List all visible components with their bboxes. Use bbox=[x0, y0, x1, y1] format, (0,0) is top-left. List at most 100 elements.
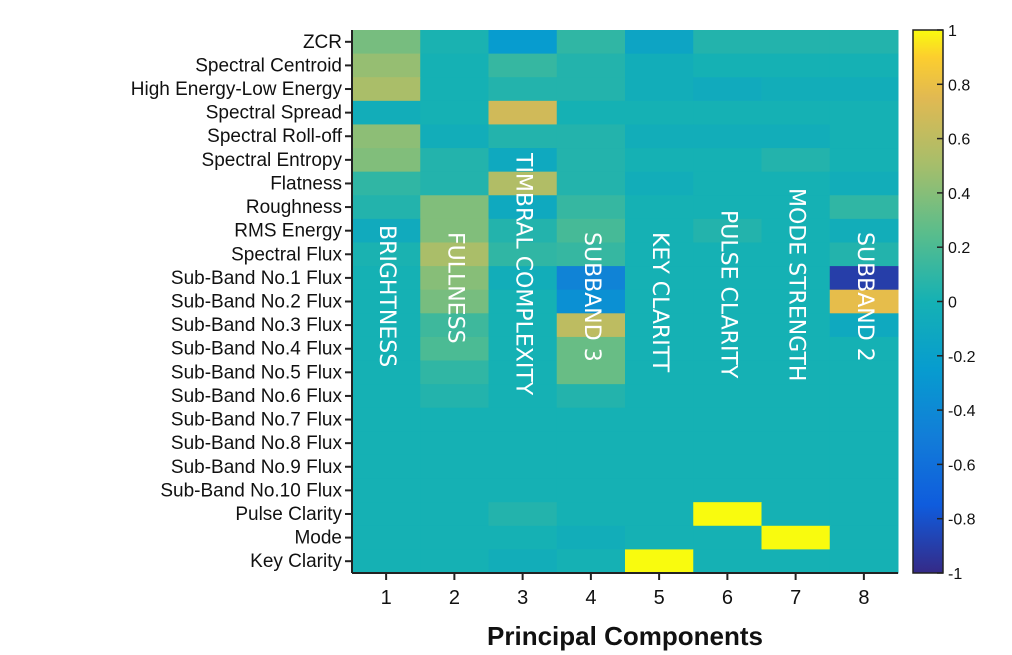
x-tick-label: 7 bbox=[790, 587, 801, 609]
heatmap-cell bbox=[352, 124, 421, 149]
row-label: Spectral Flux bbox=[231, 244, 342, 265]
heatmap-cell bbox=[488, 313, 558, 338]
heatmap-cell bbox=[352, 525, 421, 550]
colorbar-tick-label: 0.4 bbox=[948, 186, 970, 203]
heatmap-cell bbox=[693, 53, 762, 78]
row-label: Spectral Roll-off bbox=[207, 126, 343, 147]
heatmap-cell bbox=[693, 77, 762, 102]
heatmap-cell bbox=[761, 124, 831, 149]
heatmap-cell bbox=[829, 454, 899, 480]
row-label: ZCR bbox=[303, 32, 342, 53]
colorbar-tick-label: 1 bbox=[948, 23, 957, 40]
heatmap-cell bbox=[829, 502, 899, 527]
row-label: Sub-Band No.1 Flux bbox=[171, 268, 343, 289]
row-label: Sub-Band No.9 Flux bbox=[171, 457, 343, 478]
heatmap-cell bbox=[693, 171, 762, 196]
heatmap-cell bbox=[352, 171, 421, 196]
heatmap-cell bbox=[352, 384, 421, 409]
heatmap-cell bbox=[693, 502, 762, 527]
heatmap-cell bbox=[488, 336, 558, 362]
heatmap-cell bbox=[625, 218, 694, 243]
heatmap-cell bbox=[761, 266, 831, 291]
heatmap-cell bbox=[625, 454, 694, 480]
heatmap-cell bbox=[829, 360, 899, 385]
colorbar-tick-label: -0.6 bbox=[948, 457, 976, 474]
x-tick-label: 4 bbox=[585, 587, 596, 609]
row-label: Sub-Band No.6 Flux bbox=[171, 386, 343, 407]
heatmap-cell bbox=[488, 53, 558, 78]
colorbar-tick-label: 0.2 bbox=[948, 240, 970, 257]
heatmap-cell bbox=[625, 77, 694, 102]
heatmap-cell bbox=[488, 502, 558, 527]
heatmap-cell bbox=[556, 148, 626, 173]
heatmap-cell bbox=[488, 431, 558, 456]
heatmap-cell bbox=[352, 289, 421, 314]
row-label: Spectral Entropy bbox=[202, 150, 343, 171]
heatmap-cell bbox=[488, 195, 558, 220]
heatmap-cell bbox=[829, 525, 899, 550]
heatmap-cell bbox=[556, 30, 626, 55]
heatmap-cell bbox=[693, 313, 762, 338]
colorbar: 1 0.8 0.6 0.4 0.2 0 -0.2 -0.4 -0.6 -0.8 -1 bbox=[912, 23, 976, 583]
heatmap-cell bbox=[829, 549, 899, 574]
row-label: Sub-Band No.10 Flux bbox=[160, 480, 342, 501]
heatmap-cell bbox=[420, 100, 489, 125]
annotation-label: SUBBAND 2 bbox=[852, 232, 877, 362]
heatmap-cell bbox=[761, 171, 831, 196]
heatmap-cell bbox=[625, 266, 694, 291]
heatmap-cell bbox=[420, 289, 489, 314]
x-tick-label: 6 bbox=[722, 587, 733, 609]
row-label: High Energy-Low Energy bbox=[131, 79, 343, 100]
heatmap-cell bbox=[420, 30, 489, 55]
heatmap-cell bbox=[488, 289, 558, 314]
row-label: Sub-Band No.7 Flux bbox=[171, 410, 343, 431]
heatmap-cell bbox=[352, 549, 421, 574]
heatmap-cell bbox=[761, 384, 831, 409]
heatmap-cell bbox=[352, 53, 421, 78]
colorbar-tick-label: 0 bbox=[948, 295, 957, 312]
heatmap-cell bbox=[420, 384, 489, 409]
heatmap-cell bbox=[625, 384, 694, 409]
heatmap-cell bbox=[352, 30, 421, 55]
heatmap-cell bbox=[625, 53, 694, 78]
x-tick-label: 5 bbox=[654, 587, 665, 609]
heatmap-cell bbox=[556, 77, 626, 102]
heatmap-cell bbox=[761, 77, 831, 102]
heatmap-cell bbox=[420, 171, 489, 196]
heatmap-cell bbox=[829, 384, 899, 409]
heatmap-cell bbox=[352, 313, 421, 338]
heatmap-cell bbox=[693, 384, 762, 409]
heatmap-cell bbox=[693, 148, 762, 173]
component-annotations: BRIGHTNESS FULLNESS TIMBRAL COMPLEXITY SUBB… bbox=[374, 152, 877, 396]
row-label: Key Clarity bbox=[250, 551, 342, 572]
row-label: Flatness bbox=[270, 173, 342, 194]
heatmap-cell bbox=[352, 431, 421, 456]
heatmap-cell bbox=[352, 478, 421, 503]
heatmap-cell bbox=[625, 336, 694, 362]
heatmap-cell bbox=[352, 407, 421, 432]
heatmap-cell bbox=[352, 336, 421, 362]
heatmap-cell bbox=[420, 266, 489, 291]
annotation-label: KEY CLARITT bbox=[647, 232, 672, 373]
heatmap-cell bbox=[625, 525, 694, 550]
annotation-label: MODE STRENGTH bbox=[784, 188, 809, 381]
x-tick-label: 3 bbox=[517, 587, 528, 609]
heatmap-cell bbox=[829, 266, 899, 291]
heatmap-cell bbox=[352, 218, 421, 243]
heatmap-cell bbox=[761, 549, 831, 574]
colorbar-tick-label: 0.8 bbox=[948, 77, 970, 94]
heatmap-cell bbox=[625, 289, 694, 314]
heatmap-cell bbox=[829, 313, 899, 338]
heatmap-cell bbox=[556, 478, 626, 503]
heatmap-cell bbox=[556, 454, 626, 480]
heatmap-cell bbox=[488, 218, 558, 243]
heatmap-cell bbox=[761, 218, 831, 243]
heatmap-cell bbox=[693, 242, 762, 267]
heatmap-cell bbox=[488, 478, 558, 503]
annotation-label: PULSE CLARITY bbox=[715, 210, 740, 379]
heatmap-cell bbox=[693, 289, 762, 314]
heatmap-cell bbox=[420, 431, 489, 456]
heatmap-cell bbox=[693, 431, 762, 456]
heatmap-cell bbox=[761, 53, 831, 78]
heatmap-cell bbox=[420, 148, 489, 173]
